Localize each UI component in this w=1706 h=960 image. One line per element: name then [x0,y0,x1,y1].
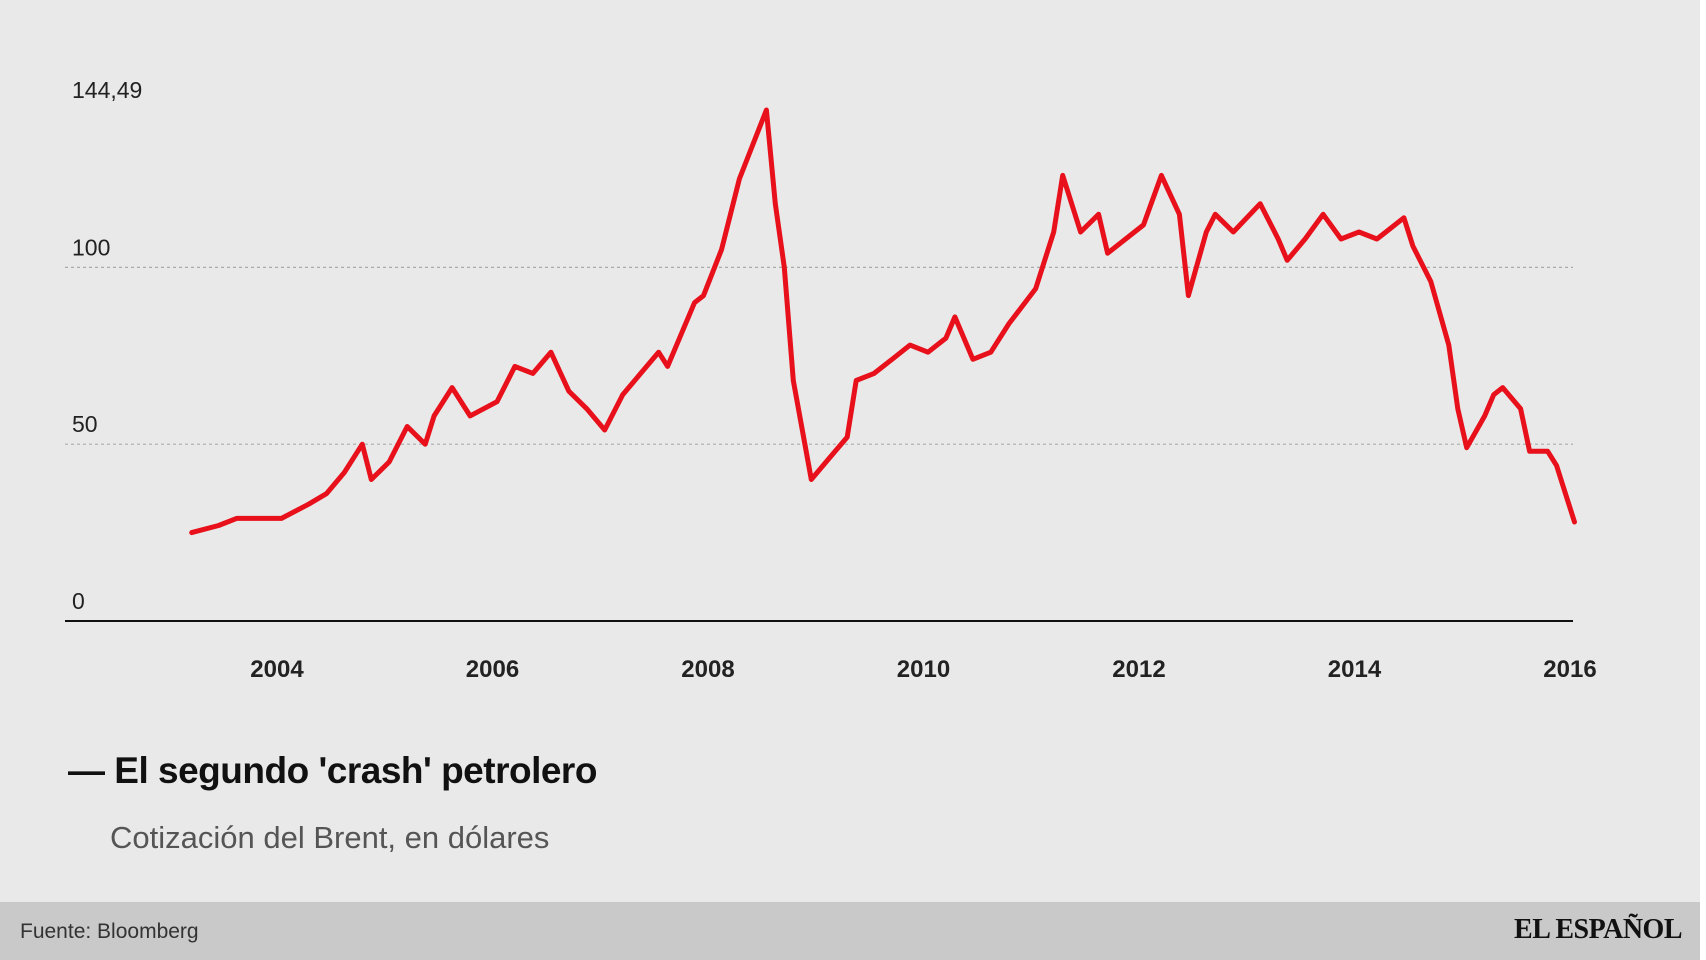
y-tick-label: 100 [72,234,110,260]
x-tick-label: 2010 [897,656,950,683]
y-tick-label: 0 [72,588,85,614]
el-espanol-logo: EL ESPAÑOL [1514,914,1682,945]
line-chart: 0 50 100 144,49 2004 2006 2008 2010 2012 2014 201… [65,77,1597,683]
footer-bar: Fuente: Bloomberg EL ESPAÑOL [0,902,1700,960]
right-edge [1700,0,1706,960]
x-tick-label: 2004 [250,656,304,683]
x-tick-label: 2014 [1328,656,1382,683]
x-tick-label: 2012 [1112,656,1165,683]
chart-title-text: El segundo 'crash' petrolero [114,750,597,791]
x-tick-label: 2006 [466,656,519,683]
x-tick-label: 2008 [681,656,734,683]
x-tick-label: 2016 [1543,656,1596,683]
y-tick-label: 50 [72,411,98,437]
series-line-brent [189,107,1577,536]
source-note: Fuente: Bloomberg [20,920,199,943]
chart-subtitle: Cotización del Brent, en dólares [110,820,550,855]
y-tick-label: 144,49 [72,77,142,103]
chart-title: — El segundo 'crash' petrolero [68,750,597,791]
